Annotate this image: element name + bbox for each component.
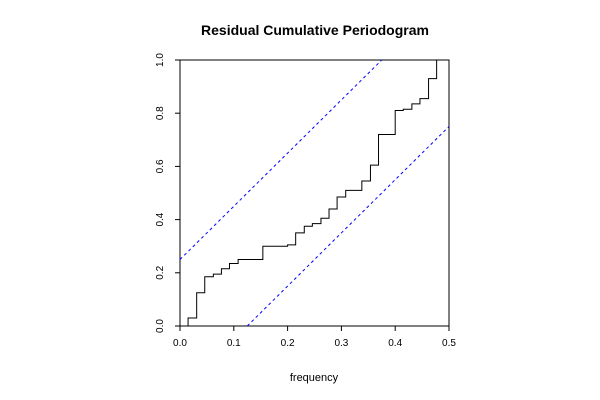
- upper-bound-line: [179, 59, 383, 260]
- plot-area: [179, 59, 450, 327]
- y-tick-label: 1.0: [155, 53, 166, 67]
- plot-frame: [179, 59, 450, 327]
- x-axis: 0.0 0.1 0.2 0.3 0.4 0.5: [173, 326, 456, 349]
- x-tick-label: 0.0: [173, 338, 187, 349]
- x-tick-label: 0.1: [227, 338, 241, 349]
- periodogram-step-line: [180, 59, 441, 327]
- x-tick-label: 0.5: [442, 338, 456, 349]
- y-tick-label: 0.0: [155, 319, 166, 333]
- chart-title: Residual Cumulative Periodogram: [201, 22, 429, 38]
- y-tick-label: 0.8: [155, 106, 166, 120]
- x-axis-label: frequency: [290, 372, 339, 384]
- x-tick-label: 0.2: [281, 338, 295, 349]
- lower-bound-line: [246, 126, 450, 327]
- y-tick-label: 0.2: [155, 265, 166, 279]
- y-tick-label: 0.4: [155, 212, 166, 226]
- x-tick-label: 0.4: [388, 338, 402, 349]
- y-tick-label: 0.6: [155, 159, 166, 173]
- y-axis: 0.0 0.2 0.4 0.6 0.8 1.0: [155, 53, 180, 333]
- x-tick-label: 0.3: [334, 338, 348, 349]
